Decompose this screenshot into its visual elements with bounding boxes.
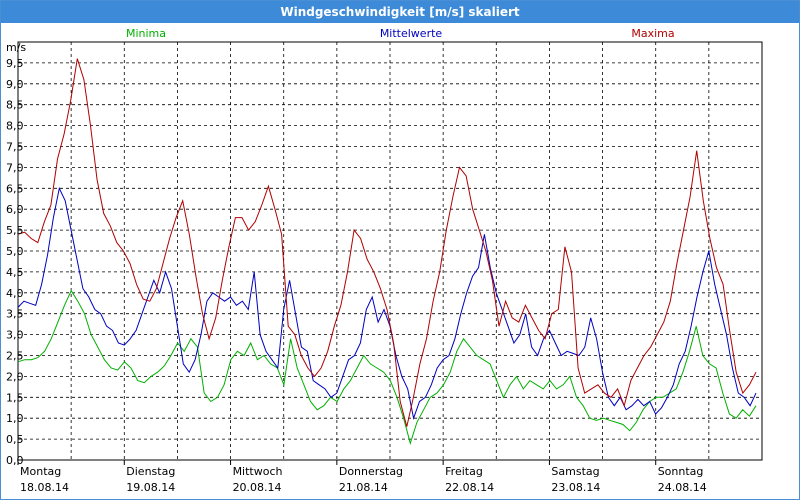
y-tick-label: 1,0 [6, 412, 24, 425]
y-tick-label: 1,5 [6, 391, 24, 404]
y-tick-label: 6,0 [6, 203, 24, 216]
legend-minima: Minima [126, 27, 166, 40]
x-day-label: Donnerstag [339, 465, 403, 478]
y-tick-label: 8,0 [6, 120, 24, 133]
x-day-label: Samstag [551, 465, 599, 478]
window-title: Windgeschwindigkeit [m/s] skaliert [1, 1, 799, 23]
x-date-label: 21.08.14 [339, 481, 388, 494]
x-date-label: 19.08.14 [126, 481, 175, 494]
x-date-label: 23.08.14 [551, 481, 600, 494]
y-tick-label: 0,0 [6, 454, 24, 467]
y-tick-label: 5,0 [6, 245, 24, 258]
y-tick-label: 4,0 [6, 287, 24, 300]
y-tick-label: 7,0 [6, 161, 24, 174]
series-line-mittelwerte [17, 186, 757, 421]
grid [18, 42, 762, 460]
legend-maxima: Maxima [631, 27, 674, 40]
series-line-minima [17, 289, 757, 446]
y-tick-label: 9,5 [6, 57, 24, 70]
y-tick-label: 3,0 [6, 329, 24, 342]
x-day-label: Sonntag [658, 465, 704, 478]
series-line-maxima [17, 58, 757, 427]
x-day-label: Dienstag [126, 465, 175, 478]
x-date-label: 18.08.14 [20, 481, 69, 494]
wind-speed-chart: 0,0 0,5 1,0 1,5 2,0 2,5 3,0 3,5 4,0 4,5 5,0 5,5 6,0 6… [6, 27, 763, 494]
y-tick-label: 3,5 [6, 308, 24, 321]
x-day-label: Freitag [445, 465, 483, 478]
y-tick-label: 8,5 [6, 99, 24, 112]
legend-mittelwerte: Mittelwerte [380, 27, 443, 40]
plot-frame [17, 41, 763, 461]
y-tick-label: 5,5 [6, 224, 24, 237]
y-tick-label: 7,5 [6, 141, 24, 154]
y-tick-label: 2,5 [6, 350, 24, 363]
x-date-label: 20.08.14 [233, 481, 282, 494]
x-date-label: 24.08.14 [658, 481, 707, 494]
y-tick-label: 4,5 [6, 266, 24, 279]
y-axis-label: m/s [6, 41, 26, 54]
labels: 0,0 0,5 1,0 1,5 2,0 2,5 3,0 3,5 4,0 4,5 5,0 5,5 6,0 6… [6, 27, 707, 494]
series [17, 58, 757, 446]
y-tick-label: 6,5 [6, 182, 24, 195]
y-tick-label: 2,0 [6, 370, 24, 383]
axes [17, 41, 763, 465]
x-date-label: 22.08.14 [445, 481, 494, 494]
y-tick-label: 0,5 [6, 433, 24, 446]
y-tick-label: 9,0 [6, 78, 24, 91]
x-day-label: Mittwoch [233, 465, 283, 478]
x-day-label: Montag [20, 465, 61, 478]
